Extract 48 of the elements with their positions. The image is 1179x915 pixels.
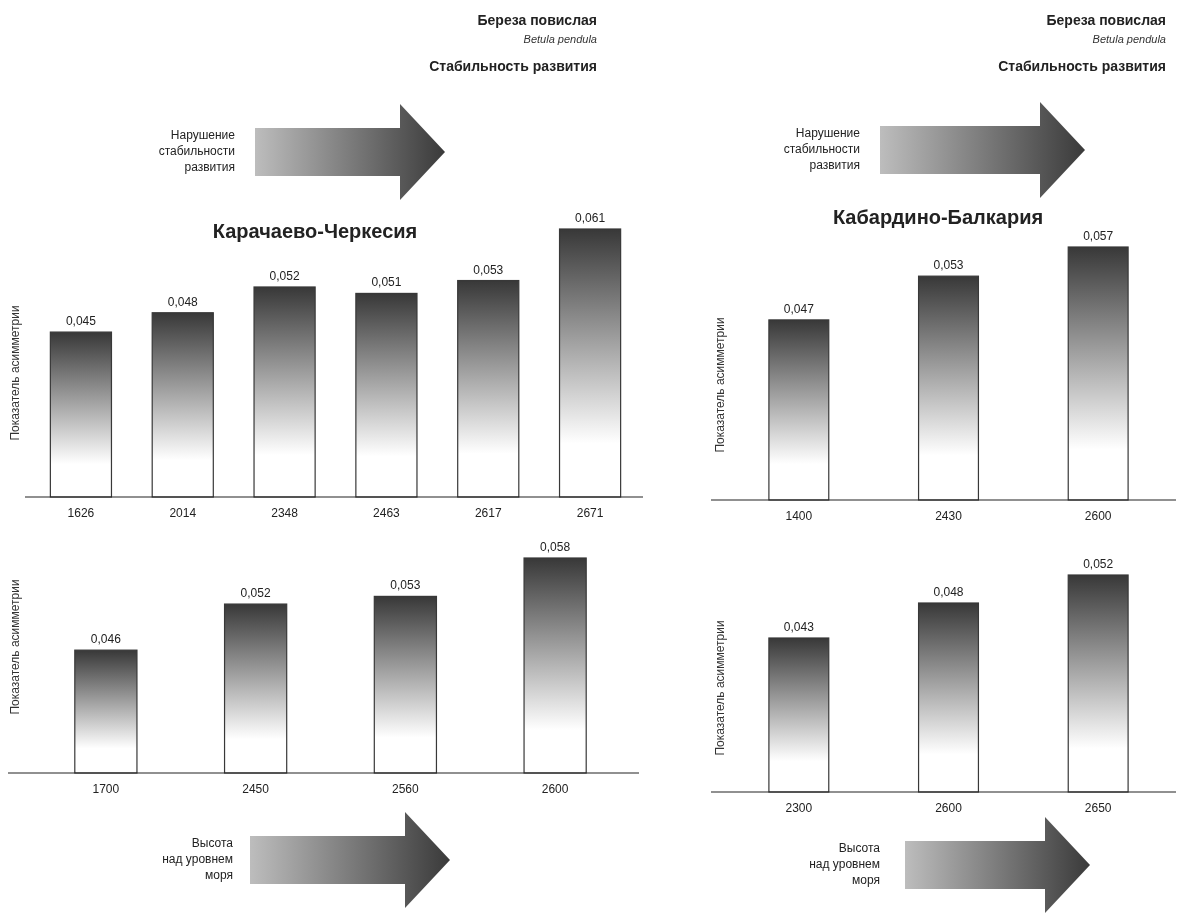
data-label: 0,053 — [390, 578, 421, 593]
text: Нарушение стабильности развития — [158, 128, 236, 174]
data-label: 0,053 — [933, 258, 964, 273]
x-tick-label: 2600 — [541, 782, 569, 796]
data-label: 0,052 — [1083, 557, 1114, 571]
data-label: 0,045 — [65, 314, 97, 329]
text: Стабильность развития — [429, 58, 597, 74]
x-tick-label: 2348 — [271, 506, 299, 520]
x-tick-label: 2671 — [576, 506, 604, 520]
y-axis-title: Показатель асимметрии — [713, 317, 727, 453]
data-label: 0,053 — [473, 262, 504, 277]
text: Высота над уровнем моря — [162, 836, 234, 882]
data-label: 0,057 — [1083, 229, 1114, 243]
data-label: 0,048 — [167, 294, 199, 309]
text: Стабильность развития — [998, 58, 1166, 74]
x-tick-label: 2600 — [1084, 509, 1112, 523]
x-tick-label: 2463 — [373, 506, 401, 520]
y-axis-title: Показатель асимметрии — [713, 620, 727, 756]
x-tick-label: 1700 — [92, 782, 120, 796]
data-label: 0,048 — [933, 585, 964, 599]
y-axis-title: Показатель асимметрии — [8, 579, 22, 715]
x-tick-label: 1626 — [67, 506, 95, 520]
x-tick-label: 2560 — [392, 782, 420, 796]
text: Береза повислая — [1046, 12, 1166, 28]
data-label: 0,058 — [540, 540, 571, 554]
x-tick-label: 2300 — [785, 801, 813, 815]
data-label: 0,061 — [575, 211, 606, 225]
text: Betula pendula — [523, 33, 597, 45]
x-tick-label: 2014 — [169, 506, 197, 520]
data-label: 0,051 — [371, 275, 402, 290]
text: Высота над уровнем моря — [809, 841, 881, 887]
data-label: 0,052 — [240, 586, 271, 601]
text: Береза повислая — [477, 12, 597, 28]
data-label: 0,043 — [783, 620, 815, 634]
data-label: 0,046 — [90, 632, 122, 647]
chart-title: Кабардино-Балкария — [832, 206, 1044, 228]
text: Betula pendula — [1092, 33, 1166, 45]
x-tick-label: 2430 — [935, 509, 963, 523]
x-tick-label: 2650 — [1084, 801, 1112, 815]
x-tick-label: 2450 — [242, 782, 270, 796]
text: Нарушение стабильности развития — [783, 126, 861, 172]
x-tick-label: 2600 — [935, 801, 963, 815]
chart-title: Карачаево-Черкесия — [212, 220, 418, 242]
x-tick-label: 2617 — [474, 506, 502, 520]
data-label: 0,047 — [783, 301, 815, 316]
y-axis-title: Показатель асимметрии — [8, 305, 22, 441]
data-label: 0,052 — [269, 268, 300, 283]
x-tick-label: 1400 — [785, 509, 813, 523]
